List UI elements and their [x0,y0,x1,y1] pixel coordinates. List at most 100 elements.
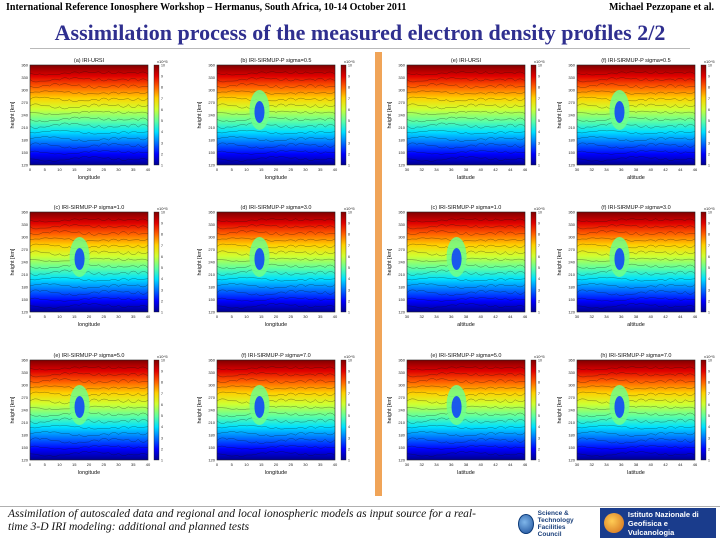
y-tick-label: 330 [21,370,28,375]
panel-title: (h) IRI-SIRMUP-P sigma=7.0 [601,353,672,359]
y-tick-label: 360 [208,358,215,363]
heatmap-svg: (d) IRI-SIRMUP-P sigma=3.00 5 10 15 20 25 30 35… [197,205,355,328]
contour-line [406,103,526,110]
heatmap-svg: (b) IRI-SIRMUP-P sigma=0.50 5 10 15 20 25 30 35… [197,58,355,181]
contour-line [406,445,526,450]
perturbation-core [614,101,625,123]
y-tick-label: 120 [568,163,575,168]
x-tick-label: 25 [102,167,107,172]
y-tick-label: 210 [208,272,215,277]
contour-line [29,437,149,444]
contour-line [216,425,336,430]
contour-line [406,366,526,371]
colorbar-tick: 2 [348,447,350,451]
colorbar-tick: 6 [708,255,710,259]
contour-line [29,110,149,115]
perturbation-core [614,396,625,418]
contour-line [216,156,336,162]
contour-line [29,71,149,76]
y-tick-label: 120 [568,310,575,315]
colorbar-tick: 8 [538,86,540,90]
colorbar-tick: 8 [161,381,163,385]
contour-line [216,297,336,302]
contour-line [576,90,696,95]
x-tick-label: 32 [420,167,425,172]
x-tick-label: 38 [464,314,469,319]
contour-line [29,77,149,83]
plot-frame [216,359,336,461]
ingv-logo-text: Istituto Nazionale di Geofisica e Vulcan… [627,509,699,537]
y-axis-label: height [km] [557,396,563,423]
colorbar-tick: 1 [538,164,540,168]
x-tick-label: 10 [244,462,249,467]
colorbar-tick: 5 [348,266,350,270]
colorbar-tick: 5 [708,119,710,123]
y-tick-label: 150 [21,445,28,450]
heatmap-field [407,65,525,165]
x-tick-label: 32 [420,314,425,319]
perturbation-core [254,248,265,270]
x-tick-label: 30 [116,167,121,172]
colorbar-tick: 9 [538,75,540,79]
x-tick-label: 30 [405,314,410,319]
x-tick-label: 25 [289,314,294,319]
x-tick-label: 20 [87,167,92,172]
heatmap-panel: (h) IRI-SIRMUP-P sigma=7.0 30 32 34 36 38 40 42… [555,350,720,485]
x-tick-label: 34 [434,167,439,172]
x-tick-label: 44 [508,314,513,319]
colorbar-tick: 2 [348,299,350,303]
x-tick-label: 40 [649,314,654,319]
y-tick-label: 120 [208,458,215,463]
contour-line [406,289,526,296]
y-tick-label: 120 [21,458,28,463]
perturbation-core [254,101,265,123]
colorbar-tick: 2 [538,152,540,156]
contour-line [216,150,336,155]
colorbar [530,211,537,313]
x-tick-label: 36 [619,314,624,319]
contour-line [576,391,696,397]
panel-title: (c) IRI-SIRMUP-P sigma=1.0 [431,205,502,211]
contour-line [406,417,526,424]
colorbar-tick: 5 [708,414,710,418]
contour-line [406,218,526,223]
y-tick-label: 120 [398,163,405,168]
colorbar-tick: 8 [348,233,350,237]
x-tick-label: 40 [649,462,654,467]
colorbar-tick: 5 [161,119,163,123]
x-tick-label: 25 [289,167,294,172]
heatmap-field [577,360,695,460]
y-tick-label: 150 [568,445,575,450]
x-tick-label: 38 [464,462,469,467]
x-tick-label: 35 [131,167,136,172]
stfc-logo: Science & Technology Facilities Council [518,510,590,538]
x-tick-label: 34 [604,462,609,467]
x-tick-label: 15 [259,462,264,467]
colorbar-tick: 9 [348,370,350,374]
contour-line [29,142,149,149]
colorbar-tick: 1 [708,311,710,315]
y-tick-label: 240 [568,408,575,413]
y-axis-label: height [km] [10,248,16,275]
contour-line [29,277,149,282]
contour-line [29,391,149,397]
y-tick-label: 300 [398,383,405,388]
contour-line [406,283,526,289]
contour-line [576,142,696,149]
y-tick-label: 150 [398,150,405,155]
y-tick-label: 330 [21,75,28,80]
slide-caption: Assimilation of autoscaled data and regi… [8,508,476,533]
y-tick-label: 270 [398,100,405,105]
contour-line [29,385,149,390]
y-tick-label: 210 [398,125,405,130]
y-tick-label: 270 [398,247,405,252]
x-tick-label: 0 [29,462,32,467]
colorbar-tick: 6 [348,255,350,259]
y-tick-label: 240 [21,113,28,118]
contour-line [576,263,696,270]
y-tick-label: 120 [398,310,405,315]
colorbar [153,211,160,313]
y-tick-label: 120 [21,163,28,168]
heatmap-panel: (d) IRI-SIRMUP-P sigma=3.0 0 5 10 15 20 25 30 35… [195,202,360,337]
colorbar-tick: 3 [538,436,540,440]
